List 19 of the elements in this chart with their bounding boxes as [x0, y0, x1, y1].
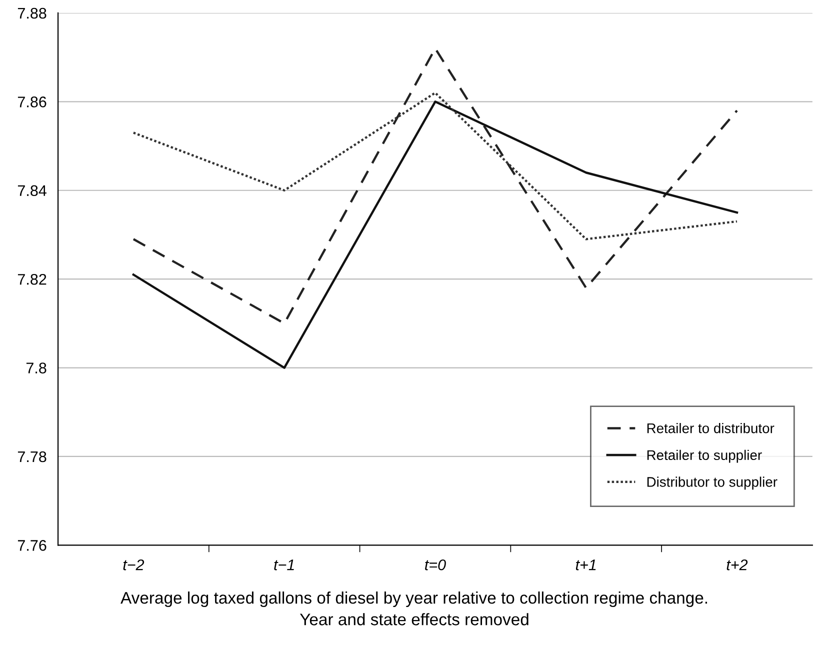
text: Average log taxed gallons of diesel by year relative to collection regime change. Year and state effects removed: [120, 592, 708, 626]
line-series: [132, 47, 738, 325]
legend-label: Retailer to supplier: [647, 450, 762, 463]
legend-label: Retailer to distributor: [647, 423, 774, 434]
y-tick-label: 7.82: [18, 274, 46, 285]
y-tick-label: 7.78: [18, 451, 46, 462]
x-tick-label: t−2: [123, 559, 144, 570]
line-series: [132, 100, 738, 369]
x-tick-label: t−1: [274, 560, 294, 570]
line-series: [132, 92, 738, 240]
legend-label: Distributor to supplier: [647, 476, 778, 490]
x-tick-label: t+1: [576, 560, 596, 570]
y-tick-label: 7.8: [26, 362, 46, 374]
x-tick-label: t=0: [425, 559, 446, 570]
y-tick-label: 7.84: [18, 185, 46, 196]
x-tick-label: t+2: [726, 559, 748, 570]
y-tick-label: 7.76: [18, 540, 46, 551]
y-tick-label: 7.88: [18, 8, 46, 19]
y-tick-label: 7.86: [18, 96, 46, 108]
